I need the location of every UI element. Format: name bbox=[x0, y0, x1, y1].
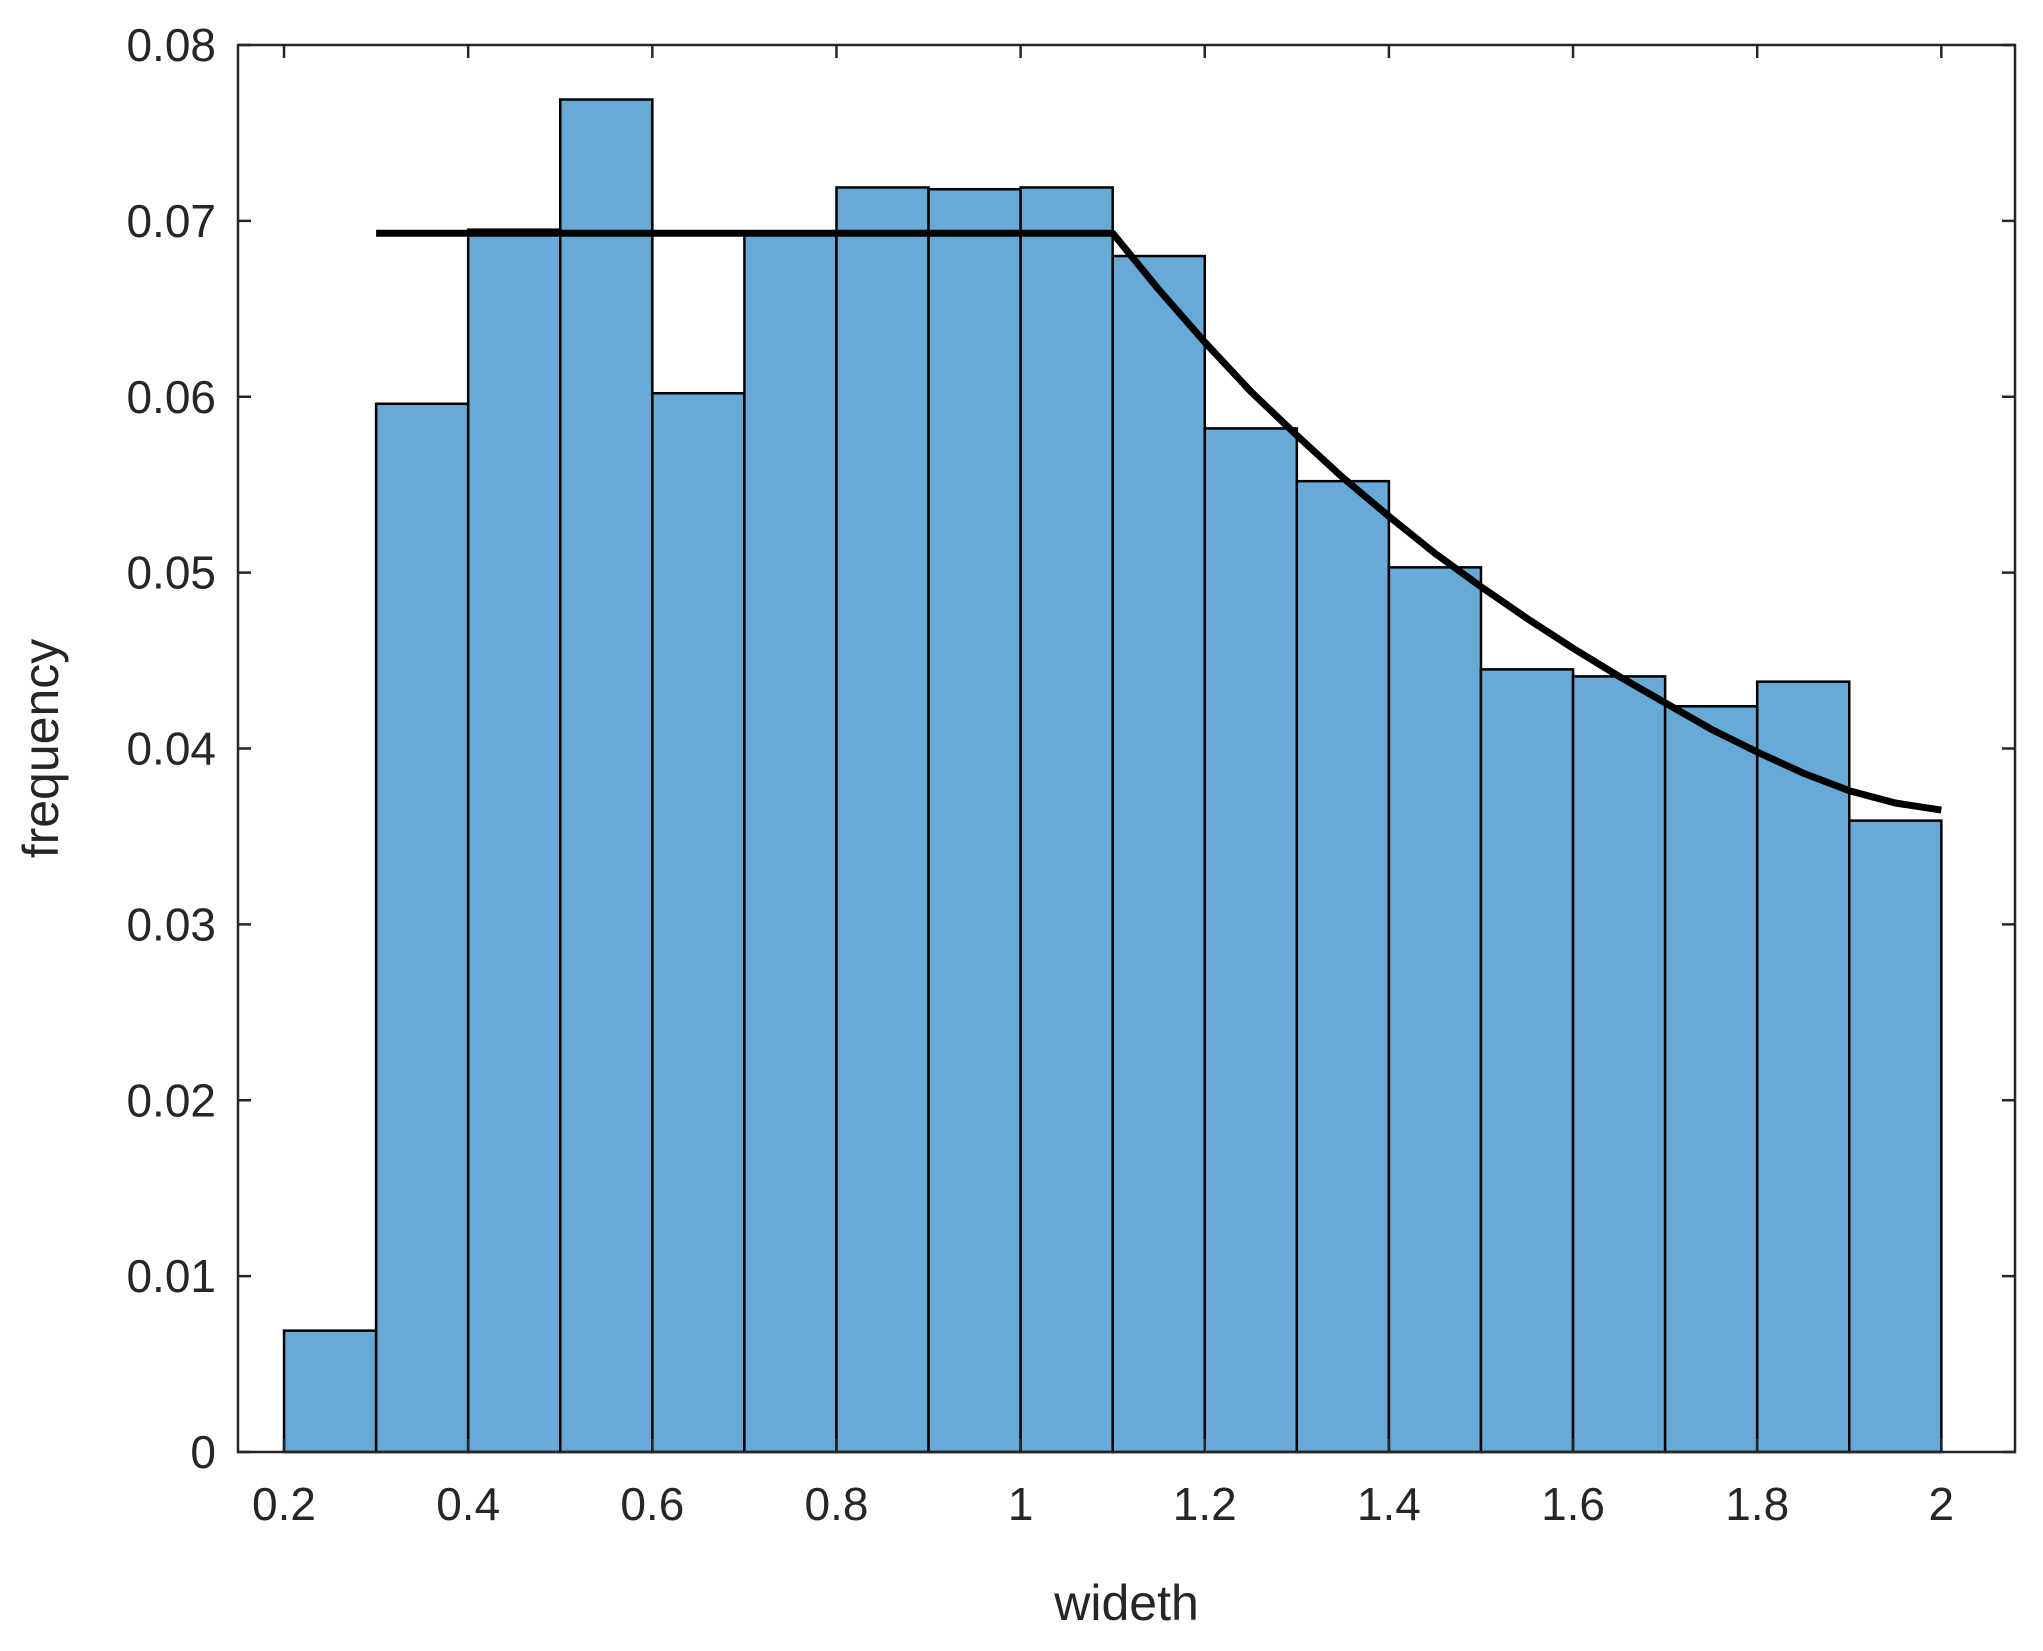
histogram-bar bbox=[927, 187, 1022, 1454]
y-axis-label: frequency bbox=[13, 639, 69, 859]
y-ticks-group: 0 0.01 0.02 0.03 0.04 0.05 0.06 0.07 0.08 bbox=[126, 19, 2015, 1478]
y-tick-label: 0.03 bbox=[126, 898, 216, 950]
x-tick-label: 1.8 bbox=[1725, 1478, 1789, 1530]
x-tick-label: 1.4 bbox=[1357, 1478, 1421, 1530]
histogram-bar bbox=[1203, 427, 1299, 1454]
x-tick-label: 0.6 bbox=[620, 1478, 684, 1530]
y-tick-label: 0.06 bbox=[126, 371, 216, 423]
x-tick-label: 2 bbox=[1929, 1478, 1955, 1530]
x-tick-label: 1 bbox=[1008, 1478, 1034, 1530]
x-tick-label: 0.4 bbox=[436, 1478, 500, 1530]
histogram-bar bbox=[1848, 819, 1943, 1454]
x-tick-label: 1.6 bbox=[1541, 1478, 1605, 1530]
histogram-bar bbox=[1571, 675, 1667, 1454]
y-tick-label: 0.04 bbox=[126, 723, 216, 775]
histogram-bar bbox=[1479, 668, 1575, 1454]
histogram-bar bbox=[282, 1329, 378, 1454]
y-tick-label: 0.05 bbox=[126, 547, 216, 599]
y-tick-label: 0.02 bbox=[126, 1074, 216, 1126]
y-tick-label: 0.01 bbox=[126, 1250, 216, 1302]
y-tick-label: 0.08 bbox=[126, 19, 216, 71]
histogram-bar bbox=[1387, 566, 1483, 1454]
fit-curve bbox=[376, 229, 1942, 814]
bars-group bbox=[282, 98, 1943, 1454]
histogram-bar bbox=[1295, 479, 1391, 1454]
x-axis-label: wideth bbox=[1053, 1575, 1199, 1631]
x-tick-label: 0.8 bbox=[804, 1478, 868, 1530]
histogram-bar bbox=[1019, 186, 1114, 1454]
x-tick-label: 1.2 bbox=[1173, 1478, 1237, 1530]
y-tick-label: 0.07 bbox=[126, 195, 216, 247]
histogram-bar bbox=[559, 98, 654, 1454]
histogram-bar bbox=[743, 231, 838, 1454]
x-ticks-group: 0.2 0.4 0.6 0.8 1 1.2 1.4 1.6 1.8 2 bbox=[252, 45, 1954, 1530]
histogram-bar bbox=[651, 391, 746, 1454]
histogram-bar bbox=[1755, 680, 1851, 1454]
histogram-bar bbox=[374, 402, 470, 1454]
x-tick-label: 0.2 bbox=[252, 1478, 316, 1530]
histogram-bar bbox=[466, 228, 562, 1454]
histogram-bar bbox=[1663, 705, 1759, 1454]
histogram-bar bbox=[1111, 254, 1207, 1454]
histogram-bar bbox=[835, 186, 930, 1454]
y-tick-label: 0 bbox=[190, 1426, 216, 1478]
